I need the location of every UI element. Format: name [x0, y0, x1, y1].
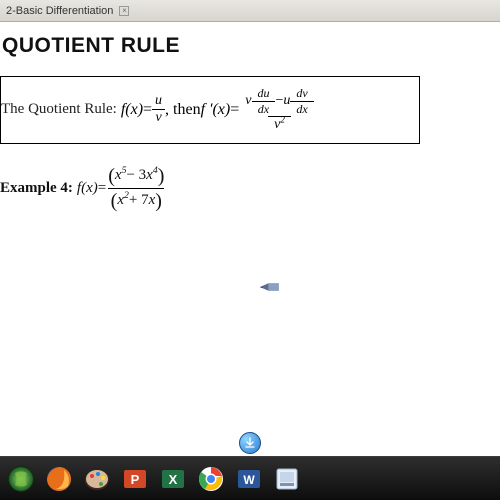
dv-dx: dv dx — [290, 87, 313, 115]
example-fraction: ( x5 − 3 x4 ) ( x2 + 7 x ) — [108, 166, 164, 211]
palette-icon[interactable] — [82, 464, 112, 494]
rule-fprime: f '(x) — [201, 101, 231, 119]
derivative-num: v du dx − u dv dx — [239, 87, 319, 116]
smartboard-icon[interactable] — [272, 464, 302, 494]
doc-title: 2-Basic Differentiation — [6, 5, 113, 17]
svg-text:X: X — [169, 472, 178, 487]
example-label: Example 4: — [0, 180, 73, 197]
fraction-bar — [108, 188, 164, 189]
document-page: QUOTIENT RULE The Quotient Rule: f(x) = … — [0, 22, 500, 456]
quotient-rule-box: The Quotient Rule: f(x) = u v , then f '… — [0, 76, 420, 144]
rule-fx: f(x) — [121, 101, 143, 119]
u: u — [152, 94, 165, 110]
rule-eq2: = — [230, 101, 239, 119]
example-eq: = — [98, 180, 106, 197]
start-orb[interactable] — [6, 464, 36, 494]
page-title: QUOTIENT RULE — [2, 34, 490, 58]
window-titlebar: 2-Basic Differentiation × — [0, 0, 500, 22]
derivative-frac: v du dx − u dv dx v2 — [239, 87, 319, 133]
download-indicator-icon[interactable] — [239, 432, 261, 454]
rule-then: , then — [165, 101, 201, 119]
du-dx: du dx — [251, 87, 275, 115]
v: v — [152, 109, 164, 126]
excel-icon[interactable]: X — [158, 464, 188, 494]
example-fx: f(x) — [77, 180, 98, 197]
firefox-icon[interactable] — [44, 464, 74, 494]
powerpoint-icon[interactable]: P — [120, 464, 150, 494]
svg-text:W: W — [243, 473, 255, 487]
example-4: Example 4: f(x) = ( x5 − 3 x4 ) ( x2 + 7… — [0, 166, 490, 211]
derivative-den: v2 — [268, 116, 291, 133]
rule-prefix: The Quotient Rule: — [1, 101, 117, 118]
rule-eq1: = — [143, 101, 152, 119]
tab-close-icon[interactable]: × — [119, 6, 129, 16]
frac-u-over-v: u v — [152, 94, 165, 126]
taskbar: P X W — [0, 456, 500, 500]
svg-text:P: P — [131, 472, 140, 487]
example-denominator: ( x2 + 7 x ) — [111, 191, 162, 211]
example-numerator: ( x5 − 3 x4 ) — [108, 166, 164, 186]
chrome-icon[interactable] — [196, 464, 226, 494]
word-icon[interactable]: W — [234, 464, 264, 494]
